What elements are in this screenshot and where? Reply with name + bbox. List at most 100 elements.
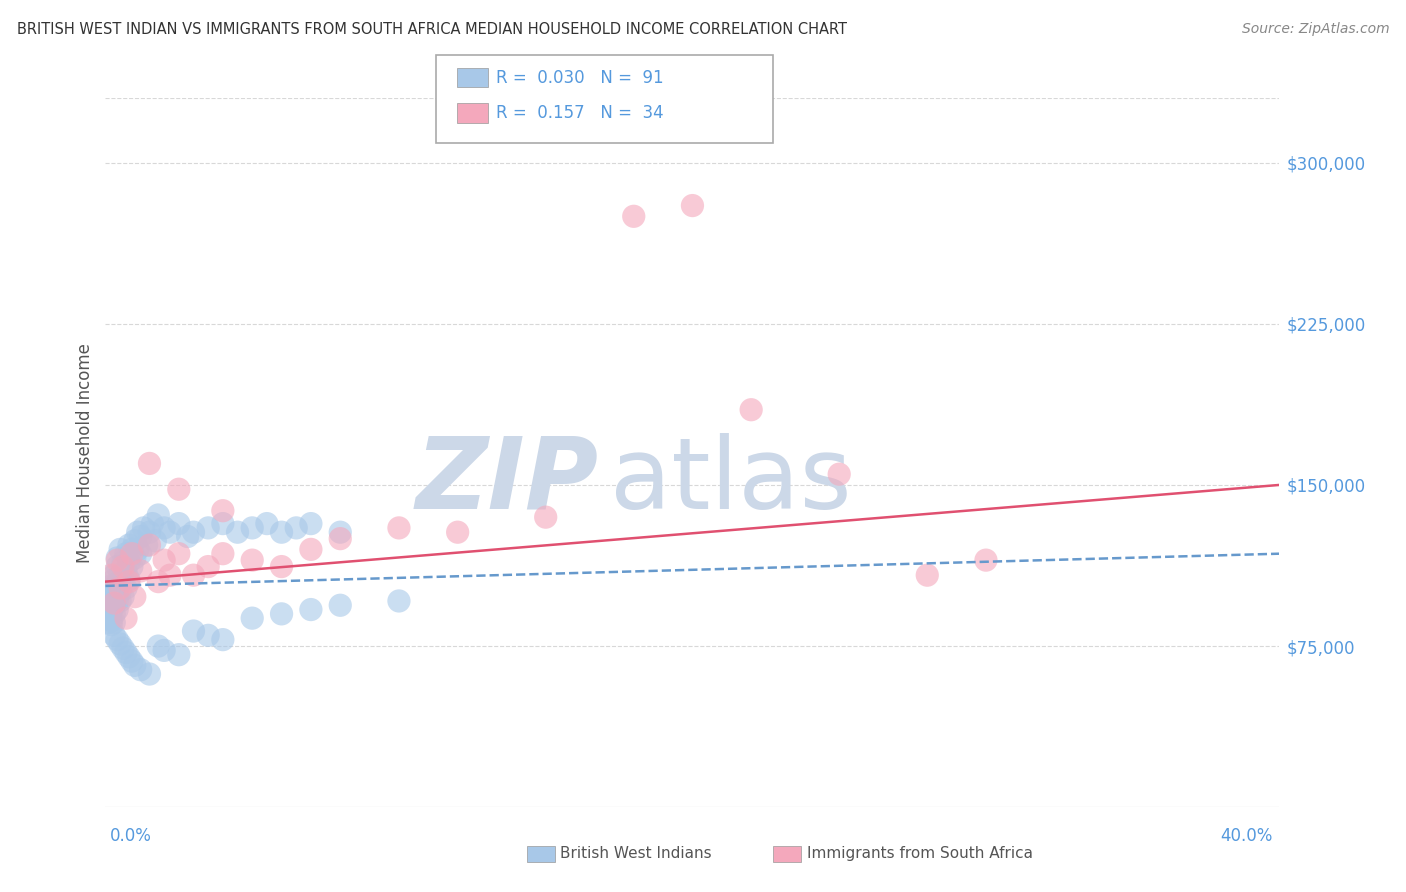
Point xyxy=(112,641,135,656)
Point xyxy=(108,637,131,651)
Point xyxy=(141,516,163,531)
Point xyxy=(388,521,411,535)
Point xyxy=(159,568,181,582)
Point xyxy=(103,615,125,630)
Point xyxy=(118,538,141,552)
Point xyxy=(105,602,128,616)
Point xyxy=(100,579,122,593)
Point xyxy=(105,594,128,608)
Point xyxy=(138,457,160,471)
Point xyxy=(97,607,120,621)
Point xyxy=(329,599,352,613)
Point xyxy=(103,599,125,613)
Point xyxy=(103,573,125,587)
Point xyxy=(917,568,939,582)
Point xyxy=(211,632,233,647)
Point xyxy=(103,581,125,595)
Point xyxy=(211,504,233,518)
Point xyxy=(112,559,135,574)
Point xyxy=(97,599,120,613)
Point xyxy=(329,525,352,540)
Point xyxy=(132,521,155,535)
Point xyxy=(100,600,122,615)
Point xyxy=(623,210,645,224)
Point xyxy=(159,525,181,540)
Point xyxy=(226,525,249,540)
Text: R =  0.157   N =  34: R = 0.157 N = 34 xyxy=(496,104,664,122)
Point xyxy=(127,542,149,557)
Point xyxy=(197,559,219,574)
Point xyxy=(118,573,141,587)
Point xyxy=(97,590,120,604)
Point xyxy=(108,581,131,595)
Point xyxy=(105,576,128,591)
Point xyxy=(828,467,851,482)
Point xyxy=(148,574,170,589)
Point xyxy=(97,585,120,599)
Point xyxy=(270,559,292,574)
Point xyxy=(121,547,143,561)
Point xyxy=(148,639,170,653)
Point xyxy=(124,658,146,673)
Point xyxy=(183,624,205,638)
Point xyxy=(100,617,122,632)
Point xyxy=(124,533,146,548)
Y-axis label: Median Household Income: Median Household Income xyxy=(76,343,94,563)
Point xyxy=(176,529,198,543)
Point xyxy=(108,585,131,599)
Point xyxy=(299,542,322,557)
Point xyxy=(112,573,135,587)
Point xyxy=(115,581,138,595)
Text: ZIP: ZIP xyxy=(416,433,599,530)
Point xyxy=(240,553,263,567)
Point xyxy=(103,590,125,604)
Point xyxy=(740,402,762,417)
Point xyxy=(299,602,322,616)
Point xyxy=(197,628,219,642)
Point xyxy=(153,643,176,657)
Point xyxy=(329,532,352,546)
Point xyxy=(143,533,166,548)
Point xyxy=(211,516,233,531)
Point xyxy=(974,553,997,567)
Point xyxy=(138,667,160,681)
Point xyxy=(270,525,292,540)
Point xyxy=(124,551,146,566)
Point xyxy=(127,525,149,540)
Point xyxy=(115,564,138,578)
Point xyxy=(121,542,143,557)
Point xyxy=(183,568,205,582)
Point xyxy=(167,547,190,561)
Point xyxy=(240,521,263,535)
Text: BRITISH WEST INDIAN VS IMMIGRANTS FROM SOUTH AFRICA MEDIAN HOUSEHOLD INCOME CORR: BRITISH WEST INDIAN VS IMMIGRANTS FROM S… xyxy=(17,22,846,37)
Point xyxy=(285,521,308,535)
Point xyxy=(108,568,131,582)
Point xyxy=(105,553,128,567)
Text: Source: ZipAtlas.com: Source: ZipAtlas.com xyxy=(1241,22,1389,37)
Point xyxy=(105,585,128,599)
Point xyxy=(167,516,190,531)
Text: R =  0.030   N =  91: R = 0.030 N = 91 xyxy=(496,69,664,87)
Point xyxy=(138,525,160,540)
Point xyxy=(100,605,122,619)
Point xyxy=(240,611,263,625)
Point xyxy=(118,574,141,589)
Point xyxy=(121,654,143,668)
Point xyxy=(105,632,128,647)
Point xyxy=(100,591,122,606)
Point xyxy=(124,590,146,604)
Point xyxy=(153,553,176,567)
Text: 40.0%: 40.0% xyxy=(1220,827,1272,845)
Point xyxy=(153,521,176,535)
Point xyxy=(148,508,170,522)
Point xyxy=(112,555,135,569)
Point xyxy=(115,547,138,561)
Point xyxy=(97,602,120,616)
Point xyxy=(105,559,128,574)
Point xyxy=(129,547,152,561)
Point xyxy=(100,613,122,627)
Point xyxy=(97,615,120,630)
Point xyxy=(167,482,190,496)
Text: 0.0%: 0.0% xyxy=(110,827,152,845)
Point xyxy=(112,590,135,604)
